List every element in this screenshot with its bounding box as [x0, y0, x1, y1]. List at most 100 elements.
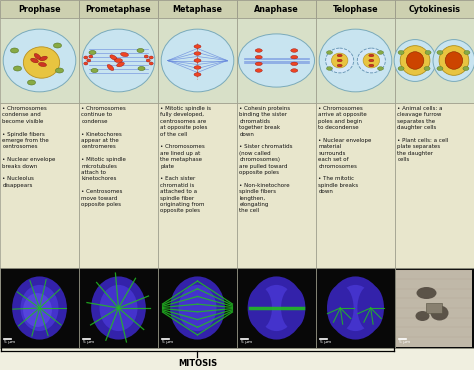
Ellipse shape — [463, 67, 469, 71]
Bar — [79, 18, 158, 103]
Ellipse shape — [194, 59, 201, 62]
Ellipse shape — [31, 58, 38, 63]
Ellipse shape — [257, 285, 295, 331]
Bar — [316, 103, 395, 268]
Ellipse shape — [84, 62, 88, 65]
Ellipse shape — [137, 48, 144, 53]
Text: 5 μm: 5 μm — [163, 340, 173, 343]
Text: 5 μm: 5 μm — [4, 340, 16, 343]
Bar — [79, 103, 158, 268]
Ellipse shape — [91, 276, 146, 340]
Ellipse shape — [398, 67, 404, 71]
Ellipse shape — [255, 69, 262, 72]
Ellipse shape — [337, 64, 342, 67]
Ellipse shape — [110, 55, 117, 60]
Text: 5 μm: 5 μm — [320, 340, 332, 343]
Text: Telophase: Telophase — [333, 4, 378, 13]
Bar — [237, 268, 316, 348]
Bar — [158, 103, 237, 268]
Text: Prometaphase: Prometaphase — [86, 4, 151, 13]
Ellipse shape — [20, 285, 58, 331]
Bar — [316, 18, 395, 103]
Ellipse shape — [416, 311, 429, 321]
Ellipse shape — [40, 56, 47, 61]
Ellipse shape — [417, 287, 437, 299]
Ellipse shape — [23, 293, 52, 327]
Ellipse shape — [331, 53, 348, 68]
Bar — [237, 0, 316, 18]
Text: Anaphase: Anaphase — [254, 4, 299, 13]
Ellipse shape — [430, 306, 448, 320]
Ellipse shape — [445, 52, 463, 69]
Ellipse shape — [107, 64, 114, 71]
Bar — [396, 269, 473, 346]
Ellipse shape — [400, 46, 430, 75]
Text: • Cohesin proteins
binding the sister
chromatids
together break
down

• Sister c: • Cohesin proteins binding the sister ch… — [239, 106, 293, 213]
Text: MITOSIS: MITOSIS — [178, 359, 217, 367]
Ellipse shape — [115, 58, 122, 63]
Ellipse shape — [363, 53, 380, 68]
Ellipse shape — [100, 285, 137, 331]
Ellipse shape — [369, 59, 374, 62]
Ellipse shape — [464, 50, 470, 54]
Ellipse shape — [23, 47, 60, 78]
Ellipse shape — [144, 55, 148, 58]
Bar — [395, 0, 474, 18]
Ellipse shape — [84, 56, 88, 59]
Ellipse shape — [255, 56, 262, 59]
Text: Metaphase: Metaphase — [173, 4, 222, 13]
Bar — [79, 0, 158, 18]
Ellipse shape — [291, 56, 298, 59]
Ellipse shape — [425, 50, 431, 54]
Ellipse shape — [437, 50, 443, 54]
Ellipse shape — [12, 276, 67, 340]
Ellipse shape — [327, 51, 332, 54]
Ellipse shape — [161, 29, 234, 92]
Bar — [395, 18, 474, 103]
Bar — [158, 268, 237, 348]
Ellipse shape — [146, 59, 150, 62]
Bar — [237, 103, 316, 268]
Ellipse shape — [54, 43, 62, 48]
Ellipse shape — [394, 40, 436, 81]
Ellipse shape — [82, 29, 155, 92]
Text: 5 μm: 5 μm — [400, 340, 410, 343]
Bar — [79, 268, 158, 348]
Ellipse shape — [406, 52, 424, 69]
Ellipse shape — [238, 34, 315, 87]
Ellipse shape — [327, 67, 332, 70]
Ellipse shape — [138, 67, 145, 71]
Ellipse shape — [327, 285, 354, 331]
Ellipse shape — [439, 46, 469, 75]
Ellipse shape — [34, 54, 41, 60]
Ellipse shape — [369, 64, 374, 67]
Bar — [158, 0, 237, 18]
Ellipse shape — [120, 53, 128, 57]
Text: • Mitotic spindle is
fully developed,
centrosomes are
at opposite poles
of the c: • Mitotic spindle is fully developed, ce… — [161, 106, 211, 213]
Ellipse shape — [398, 50, 404, 54]
Ellipse shape — [247, 287, 272, 329]
Text: Prophase: Prophase — [18, 4, 61, 13]
Ellipse shape — [117, 62, 124, 67]
Bar — [0, 18, 79, 103]
Ellipse shape — [55, 68, 64, 73]
Ellipse shape — [3, 29, 76, 92]
Bar — [0, 103, 79, 268]
Ellipse shape — [291, 49, 298, 52]
Ellipse shape — [249, 276, 304, 340]
Bar — [0, 0, 79, 18]
Text: • Chromosomes
condense and
become visible

• Spindle fibers
emerge from the
cent: • Chromosomes condense and become visibl… — [2, 106, 56, 188]
Ellipse shape — [369, 54, 374, 57]
Bar — [395, 268, 474, 348]
Ellipse shape — [89, 55, 93, 58]
Ellipse shape — [170, 276, 225, 340]
Ellipse shape — [326, 48, 354, 73]
Text: • Animal cells: a
cleavage furrow
separates the
daughter cells

• Plant cells: a: • Animal cells: a cleavage furrow separa… — [398, 106, 449, 162]
Text: • Chromosomes
continue to
condense

• Kinetochores
appear at the
centromeres

• : • Chromosomes continue to condense • Kin… — [82, 106, 127, 207]
Ellipse shape — [281, 287, 305, 329]
Ellipse shape — [13, 66, 21, 71]
Bar — [237, 18, 316, 103]
Ellipse shape — [27, 80, 36, 85]
Ellipse shape — [377, 67, 383, 70]
Ellipse shape — [424, 67, 430, 71]
